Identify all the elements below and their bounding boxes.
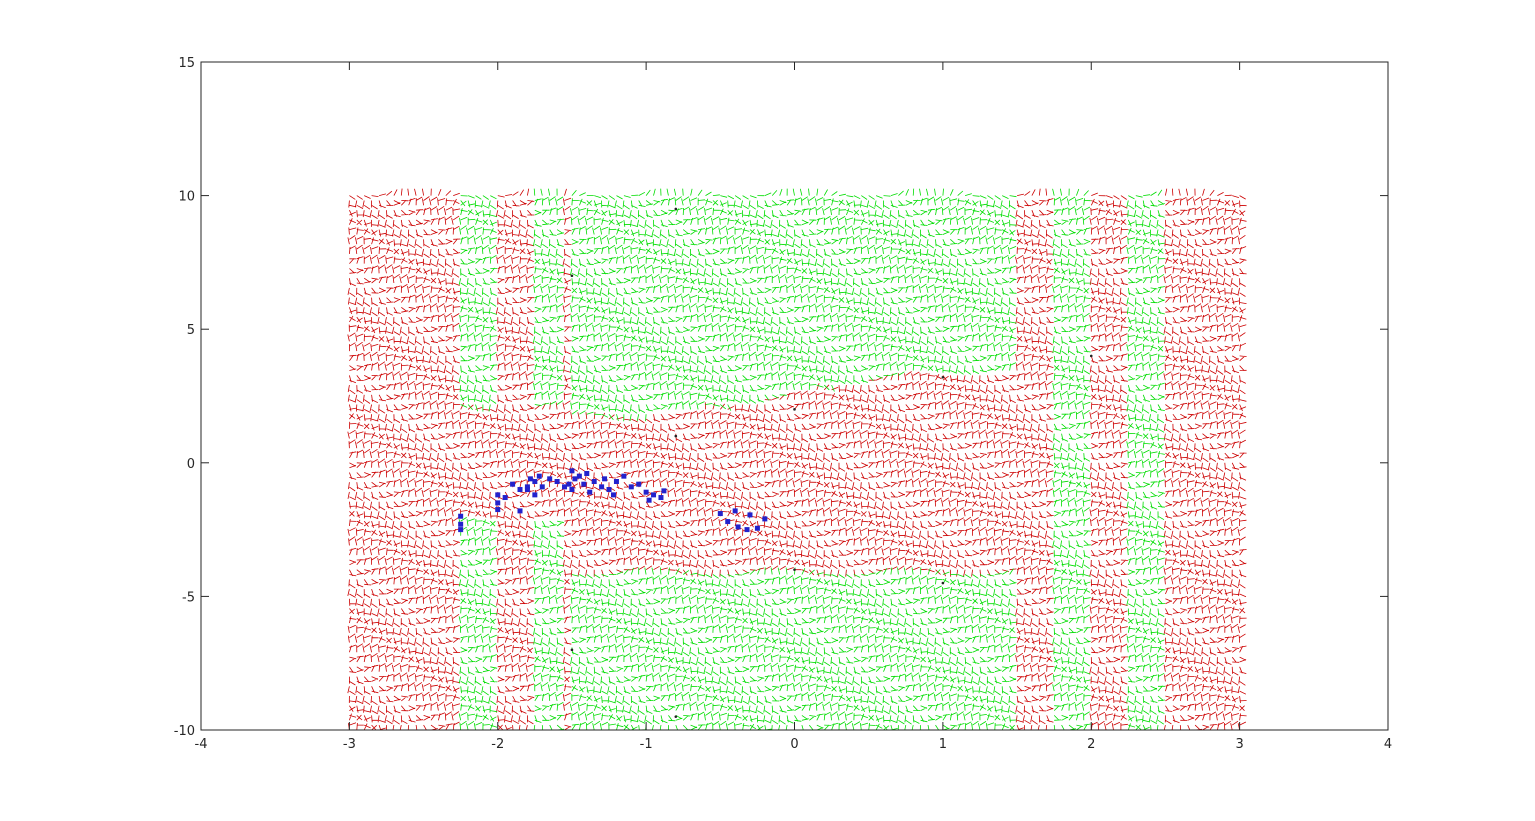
x-tick-label: 4 <box>1384 737 1392 752</box>
y-tick-label: 10 <box>178 190 195 205</box>
data-point <box>732 508 738 514</box>
data-point <box>754 525 760 531</box>
data-point <box>747 512 753 518</box>
x-tick-label: 2 <box>1087 737 1095 752</box>
boundary-point <box>941 581 945 585</box>
boundary-point <box>793 568 796 571</box>
data-point <box>621 473 627 479</box>
y-tick-label: 5 <box>187 323 195 338</box>
boundary-point <box>674 434 678 438</box>
boundary-point <box>570 274 574 278</box>
data-point <box>502 495 508 501</box>
data-point <box>661 488 667 494</box>
data-point <box>566 481 572 487</box>
data-point <box>458 521 464 527</box>
data-point <box>651 492 657 498</box>
boundary-point <box>793 408 796 411</box>
x-tick-label: 1 <box>939 737 947 752</box>
data-point <box>584 470 590 476</box>
x-tick-label: -2 <box>491 737 504 752</box>
data-points <box>458 468 768 533</box>
y-tick-label: -5 <box>182 590 195 605</box>
data-point <box>735 524 741 530</box>
data-point <box>646 497 652 503</box>
data-point <box>547 476 553 482</box>
x-tick-label: -3 <box>343 737 356 752</box>
data-point <box>569 468 575 474</box>
data-point <box>532 492 538 498</box>
data-point <box>569 487 575 493</box>
field-arrows-green <box>458 188 1166 730</box>
data-point <box>458 527 464 533</box>
data-point <box>532 479 538 485</box>
boundary-markers <box>570 207 1093 718</box>
data-point <box>536 473 542 479</box>
x-tick-label: 3 <box>1235 737 1243 752</box>
boundary-point <box>570 648 574 652</box>
data-point <box>517 508 523 514</box>
data-point <box>636 481 642 487</box>
data-point <box>510 481 516 487</box>
data-point <box>458 513 464 519</box>
data-point <box>524 487 530 493</box>
data-point <box>572 476 578 482</box>
data-point <box>591 479 597 485</box>
data-point <box>658 495 664 501</box>
boundary-point <box>674 207 678 211</box>
data-point <box>562 484 568 490</box>
data-point <box>527 476 533 482</box>
data-point <box>539 484 545 490</box>
data-point <box>762 516 768 522</box>
data-point <box>599 484 605 490</box>
boundary-point <box>941 375 945 379</box>
data-point <box>554 479 560 485</box>
data-point <box>587 489 593 495</box>
x-tick-label: -1 <box>640 737 653 752</box>
data-point <box>495 500 501 506</box>
data-point <box>610 492 616 498</box>
y-tick-label: 15 <box>178 56 195 71</box>
data-point <box>717 511 723 517</box>
data-point <box>495 492 501 498</box>
y-tick-label: 0 <box>187 457 195 472</box>
data-point <box>581 481 587 487</box>
x-tick-label: 0 <box>790 737 798 752</box>
data-point <box>643 489 649 495</box>
data-point <box>744 527 750 533</box>
data-point <box>606 487 612 493</box>
data-point <box>495 507 501 513</box>
y-tick-label: -10 <box>174 724 195 739</box>
data-point <box>613 479 619 485</box>
data-point <box>628 484 634 490</box>
data-point <box>576 473 582 479</box>
data-point <box>602 476 608 482</box>
boundary-point <box>674 715 678 718</box>
data-point <box>725 519 731 525</box>
data-point <box>517 487 523 493</box>
data-point <box>524 484 530 490</box>
boundary-point <box>1089 354 1093 358</box>
x-tick-label: -4 <box>195 737 208 752</box>
